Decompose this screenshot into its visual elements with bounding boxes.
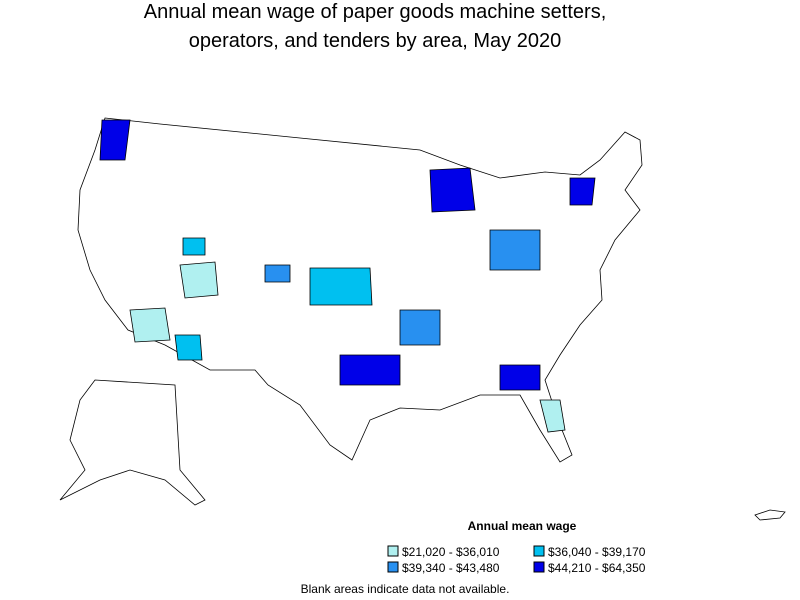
title-line: operators, and tenders by area, May 2020 xyxy=(189,30,561,52)
legend-label: $21,020 - $36,010 xyxy=(402,545,500,559)
area xyxy=(129,307,171,343)
legend-label: $36,040 - $39,170 xyxy=(548,545,646,559)
area xyxy=(99,119,131,161)
area xyxy=(339,354,401,386)
legend-label: $39,340 - $43,480 xyxy=(402,561,500,575)
map xyxy=(59,117,786,521)
hawaii xyxy=(754,509,786,521)
alaska xyxy=(59,379,206,506)
area xyxy=(489,229,541,271)
legend-swatch xyxy=(387,561,399,573)
area xyxy=(174,334,203,361)
area xyxy=(264,264,291,283)
area xyxy=(309,267,373,306)
area xyxy=(539,399,566,433)
area xyxy=(499,364,541,391)
area xyxy=(182,237,206,256)
area xyxy=(429,167,476,213)
legend: $21,020 - $36,010 $36,040 - $39,170 $39,34… xyxy=(387,545,646,575)
legend-swatch xyxy=(533,545,545,557)
area xyxy=(399,309,441,346)
footnote: Blank areas indicate data not available. xyxy=(301,582,510,596)
area xyxy=(569,177,596,206)
legend-label: $44,210 - $64,350 xyxy=(548,561,646,575)
area xyxy=(179,261,219,299)
legend-swatch xyxy=(533,561,545,573)
legend-swatch xyxy=(387,545,399,557)
title-line: Annual mean wage of paper goods machine … xyxy=(144,1,607,23)
legend-title: Annual mean wage xyxy=(468,519,577,533)
